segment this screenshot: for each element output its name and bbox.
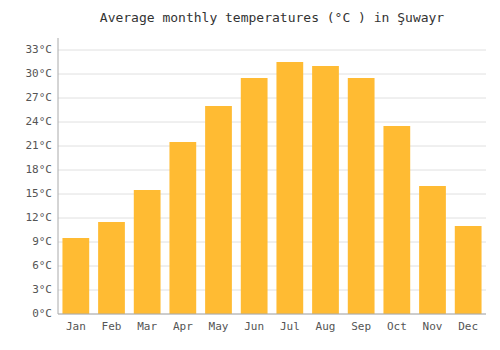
grid-line (58, 146, 486, 147)
grid-line (58, 122, 486, 123)
y-tick-label: 0°C (32, 307, 52, 320)
y-tick-label: 6°C (32, 259, 52, 272)
grid-line (58, 98, 486, 99)
y-tick-label: 15°C (26, 187, 53, 200)
y-tick-label: 30°C (26, 67, 53, 80)
x-tick-label: Jul (280, 320, 300, 333)
x-tick-label: Jan (66, 320, 86, 333)
x-tick-labels: Jan Feb Mar Apr May Jun Jul Aug Sep Oct Nov Dec (66, 320, 478, 333)
bar (98, 222, 125, 314)
x-tick-label: May (209, 320, 229, 333)
bar (205, 106, 232, 314)
y-tick-label: 12°C (26, 211, 53, 224)
x-tick-label: Sep (351, 320, 371, 333)
bar (419, 186, 446, 314)
y-tick-labels: 0°C 3°C 6°C 9°C 12°C 15°C 18°C 21°C 24°C 27°C 30°C… (26, 43, 53, 320)
bar (276, 62, 303, 314)
x-tick-label: Jun (244, 320, 264, 333)
x-tick-label: Oct (387, 320, 407, 333)
chart-svg: 0°C 3°C 6°C 9°C 12°C 15°C 18°C 21°C 24°C 27°C 30°C… (0, 0, 500, 350)
x-axis-line (58, 314, 486, 315)
grid-line (58, 74, 486, 75)
x-tick-label: Feb (102, 320, 122, 333)
y-tick-label: 18°C (26, 163, 53, 176)
grid-line (58, 314, 486, 315)
x-tick-label: Mar (137, 320, 157, 333)
bar (312, 66, 339, 314)
grid-line (58, 50, 486, 51)
bar (169, 142, 196, 314)
bar (241, 78, 268, 314)
bar (455, 226, 482, 314)
grid-line (58, 170, 486, 171)
x-tick-label: Nov (423, 320, 443, 333)
y-axis-line (58, 38, 59, 314)
y-tick-label: 21°C (26, 139, 53, 152)
bars (62, 62, 481, 314)
y-tick-label: 9°C (32, 235, 52, 248)
bar (62, 238, 89, 314)
bar (348, 78, 375, 314)
x-tick-label: Aug (316, 320, 336, 333)
chart-title: Average monthly temperatures (°C ) in Şu… (100, 10, 445, 25)
bar (134, 190, 161, 314)
y-tick-label: 27°C (26, 91, 53, 104)
x-tick-label: Apr (173, 320, 193, 333)
y-tick-label: 24°C (26, 115, 53, 128)
chart-container: 0°C 3°C 6°C 9°C 12°C 15°C 18°C 21°C 24°C 27°C 30°C… (0, 0, 500, 350)
grid (58, 50, 486, 314)
bar (383, 126, 410, 314)
x-tick-label: Dec (458, 320, 478, 333)
y-tick-label: 33°C (26, 43, 53, 56)
y-tick-label: 3°C (32, 283, 52, 296)
